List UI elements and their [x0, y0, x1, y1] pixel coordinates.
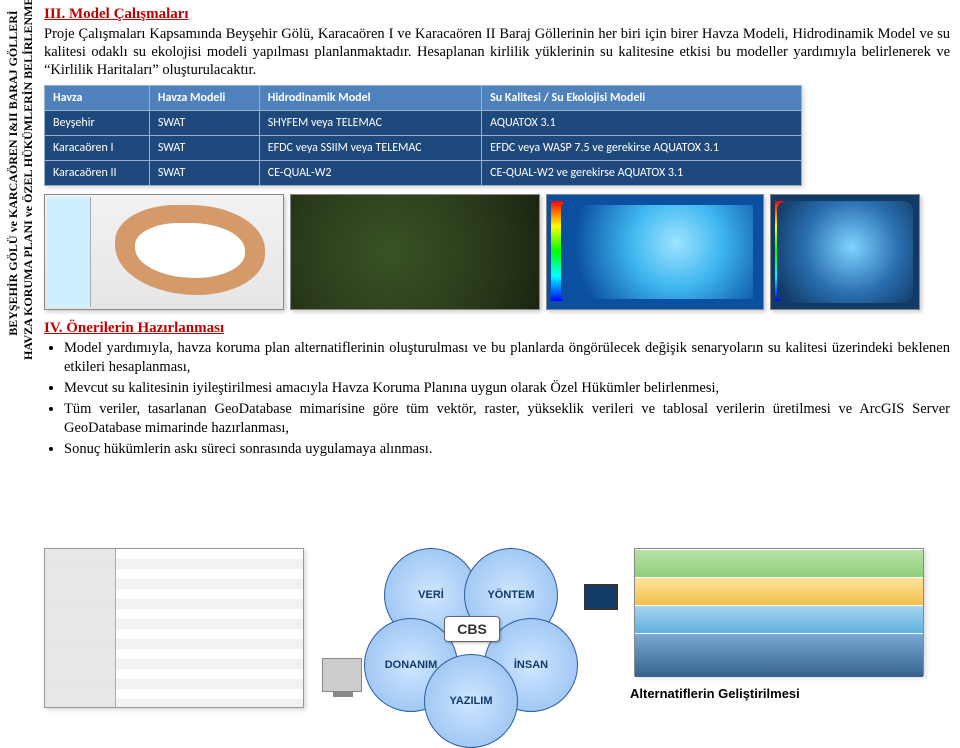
layer-icon	[635, 549, 923, 577]
cell: CE-QUAL-W2 ve gerekirse AQUATOX 3.1	[482, 161, 802, 186]
monitor-icon	[584, 584, 618, 610]
cell: SWAT	[149, 136, 259, 161]
table-row: Beyşehir SWAT SHYFEM veya TELEMAC AQUATO…	[45, 111, 802, 136]
bathymetry-alt-surface-icon	[777, 201, 913, 303]
vertical-line2: HAVZA KORUMA PLANI ve ÖZEL HÜKÜMLERİN BE…	[21, 0, 35, 360]
layer-icon	[635, 633, 923, 677]
venn-center-cbs: CBS	[444, 616, 500, 642]
cell: SHYFEM veya TELEMAC	[259, 111, 481, 136]
col-havza: Havza	[45, 86, 150, 111]
section-3-paragraph: Proje Çalışmaları Kapsamında Beyşehir Gö…	[44, 25, 950, 79]
alternatives-layers-panel	[634, 548, 924, 676]
cell: Karacaören II	[45, 161, 150, 186]
gis-layers-panel	[47, 197, 91, 307]
bathymetry-alt-panel	[770, 194, 920, 310]
list-item: Sonuç hükümlerin askı süreci sonrasında …	[64, 440, 950, 459]
models-table: Havza Havza Modeli Hidrodinamik Model Su…	[44, 85, 802, 186]
terrain-3d-panel	[290, 194, 540, 310]
vertical-project-title: BEYŞEHİR GÖLÜ ve KARCAÖREN I&II BARAJ GÖ…	[6, 0, 36, 360]
list-item: Model yardımıyla, havza koruma plan alte…	[64, 339, 950, 377]
table-header-row: Havza Havza Modeli Hidrodinamik Model Su…	[45, 86, 802, 111]
map-strip	[44, 194, 950, 310]
vertical-line1: BEYŞEHİR GÖLÜ ve KARCAÖREN I&II BARAJ GÖ…	[6, 10, 20, 335]
cell: Karacaören I	[45, 136, 150, 161]
cell: AQUATOX 3.1	[482, 111, 802, 136]
venn-circle-yazilim: YAZILIM	[424, 654, 518, 748]
col-hidrodinamik: Hidrodinamik Model	[259, 86, 481, 111]
terrain-surface-icon	[291, 195, 539, 309]
list-item: Mevcut su kalitesinin iyileştirilmesi am…	[64, 379, 950, 398]
layer-icon	[635, 605, 923, 633]
cell: CE-QUAL-W2	[259, 161, 481, 186]
gis-screenshot-panel	[44, 194, 284, 310]
alternatives-caption: Alternatiflerin Geliştirilmesi	[630, 686, 800, 701]
cell: Beyşehir	[45, 111, 150, 136]
list-item: Tüm veriler, tasarlanan GeoDatabase mima…	[64, 400, 950, 438]
cell: SWAT	[149, 111, 259, 136]
col-havza-modeli: Havza Modeli	[149, 86, 259, 111]
gantt-chart-panel	[44, 548, 304, 708]
col-su-kalitesi: Su Kalitesi / Su Ekolojisi Modeli	[482, 86, 802, 111]
recommendations-list: Model yardımıyla, havza koruma plan alte…	[44, 339, 950, 458]
computer-icon	[322, 658, 362, 692]
table-row: Karacaören II SWAT CE-QUAL-W2 CE-QUAL-W2…	[45, 161, 802, 186]
cell: SWAT	[149, 161, 259, 186]
bathymetry-blue-panel	[546, 194, 764, 310]
section-3-title: III. Model Çalışmaları	[44, 6, 950, 23]
section-4-title: IV. Önerilerin Hazırlanması	[44, 320, 950, 337]
bathymetry-surface-icon	[561, 205, 753, 299]
cell: EFDC veya WASP 7.5 ve gerekirse AQUATOX …	[482, 136, 802, 161]
cell: EFDC veya SSIIM veya TELEMAC	[259, 136, 481, 161]
cbs-venn-diagram: VERİ YÖNTEM DONANIM İNSAN YAZILIM CBS	[314, 548, 624, 708]
layer-icon	[635, 577, 923, 605]
table-row: Karacaören I SWAT EFDC veya SSIIM veya T…	[45, 136, 802, 161]
